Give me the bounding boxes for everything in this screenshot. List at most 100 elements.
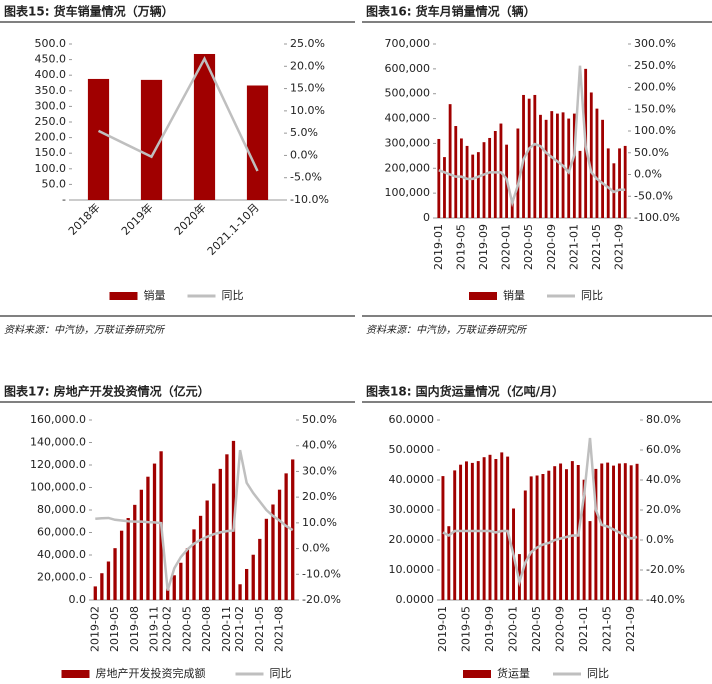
x-tick-label: 2019-11 bbox=[148, 606, 161, 652]
y2-tick-label: 20.0% bbox=[302, 490, 337, 503]
bar bbox=[601, 119, 604, 218]
bar bbox=[454, 126, 458, 218]
legend-swatch bbox=[61, 670, 90, 678]
bar bbox=[284, 473, 288, 600]
bar bbox=[565, 469, 568, 600]
y2-tick-label: 5.0% bbox=[290, 126, 318, 139]
x-tick-label: 2021-08 bbox=[273, 606, 286, 652]
bar bbox=[277, 489, 282, 600]
bar bbox=[225, 454, 229, 600]
bar bbox=[140, 79, 163, 200]
y-tick-label: 50.0 bbox=[42, 177, 67, 190]
y2-tick-label: 40.0% bbox=[302, 439, 337, 452]
bar bbox=[522, 94, 525, 218]
y-tick-label: 450.0 bbox=[35, 53, 67, 66]
bar bbox=[510, 198, 514, 218]
legend-label: 同比 bbox=[581, 289, 603, 302]
x-tick-label: 2019-01 bbox=[432, 224, 445, 270]
x-tick-label: 2020年 bbox=[171, 200, 208, 237]
bar bbox=[166, 588, 170, 600]
bar bbox=[106, 561, 111, 600]
x-tick-label: 2019-08 bbox=[128, 606, 141, 652]
y2-tick-label: 60.0% bbox=[646, 443, 681, 456]
bar bbox=[539, 114, 542, 218]
bar bbox=[459, 464, 463, 600]
bar bbox=[113, 548, 117, 600]
bar bbox=[635, 463, 639, 600]
x-tick-label: 2020-08 bbox=[200, 606, 213, 652]
legend-label: 房地产开发投资完成额 bbox=[96, 666, 206, 680]
bar bbox=[494, 459, 498, 600]
bar bbox=[493, 131, 497, 218]
y-tick-label: 40,000.0 bbox=[37, 548, 86, 561]
x-tick-label: 2019-05 bbox=[108, 606, 121, 652]
bar bbox=[612, 465, 615, 600]
y-tick-label: 0 bbox=[423, 211, 430, 224]
x-tick-label: 2021-09 bbox=[613, 224, 626, 270]
y2-tick-label: 25.0% bbox=[290, 37, 325, 50]
bar bbox=[544, 119, 548, 218]
y2-tick-label: 300.0% bbox=[634, 37, 676, 50]
y2-tick-label: -100.0% bbox=[634, 211, 680, 224]
bar bbox=[476, 152, 480, 218]
bar bbox=[559, 463, 563, 600]
bar bbox=[119, 530, 124, 600]
y-tick-label: 0.0 bbox=[69, 593, 87, 606]
bar bbox=[146, 476, 150, 600]
bar bbox=[482, 142, 486, 218]
y-tick-label: 140,000.0 bbox=[30, 436, 86, 449]
y2-tick-label: 10.0% bbox=[290, 104, 325, 117]
bar bbox=[547, 470, 551, 600]
y-tick-label: 150.0 bbox=[35, 146, 67, 159]
x-tick-label: 2019-02 bbox=[88, 606, 101, 652]
x-tick-label: 2020-09 bbox=[545, 224, 558, 270]
bar bbox=[437, 138, 441, 218]
x-tick-label: 2020-11 bbox=[220, 606, 233, 652]
line-series bbox=[442, 437, 638, 587]
bar bbox=[623, 463, 627, 600]
y2-tick-label: 15.0% bbox=[290, 82, 325, 95]
bar bbox=[488, 454, 492, 600]
y2-tick-label: 0.0% bbox=[302, 542, 330, 555]
y-tick-label: 300.0 bbox=[35, 99, 67, 112]
bar bbox=[258, 538, 262, 600]
y-tick-label: 40.0000 bbox=[389, 473, 435, 486]
y-tick-label: 250.0 bbox=[35, 115, 67, 128]
y-tick-label: 400.0 bbox=[35, 68, 67, 81]
bar bbox=[185, 548, 190, 600]
x-tick-label: 2021-05 bbox=[253, 606, 266, 652]
line-series bbox=[95, 449, 294, 591]
y2-tick-label: -40.0% bbox=[646, 593, 685, 606]
y-tick-label: 80,000.0 bbox=[37, 503, 86, 516]
y2-tick-label: -20.0% bbox=[302, 593, 341, 606]
bar bbox=[499, 123, 503, 218]
y-tick-label: 120,000.0 bbox=[30, 458, 86, 471]
bar bbox=[218, 468, 222, 600]
bar bbox=[629, 465, 633, 600]
y-tick-label: 500,000 bbox=[385, 87, 431, 100]
y-tick-label: 30.0000 bbox=[389, 503, 435, 516]
bar bbox=[443, 157, 446, 218]
bar bbox=[251, 554, 255, 600]
bar bbox=[482, 457, 486, 600]
bar bbox=[139, 489, 143, 600]
bar bbox=[198, 515, 203, 600]
legend-label: 同比 bbox=[587, 667, 609, 680]
bar bbox=[550, 111, 554, 218]
y2-tick-label: 0.0% bbox=[290, 148, 318, 161]
y2-tick-label: -10.0% bbox=[290, 193, 329, 206]
x-tick-label: 2021-02 bbox=[233, 606, 246, 652]
legend-label: 销量 bbox=[144, 288, 166, 302]
bar bbox=[556, 113, 559, 218]
x-tick-label: 2019-01 bbox=[436, 606, 449, 652]
bar bbox=[172, 575, 176, 600]
x-tick-label: 2020-05 bbox=[522, 224, 535, 270]
bar bbox=[595, 108, 599, 218]
y-tick-label: 200.0 bbox=[35, 131, 67, 144]
legend-swatch bbox=[109, 292, 138, 300]
bar bbox=[527, 98, 531, 218]
bar bbox=[87, 78, 110, 200]
y-tick-label: 0.0000 bbox=[396, 593, 435, 606]
x-tick-label: 2019-05 bbox=[459, 606, 472, 652]
